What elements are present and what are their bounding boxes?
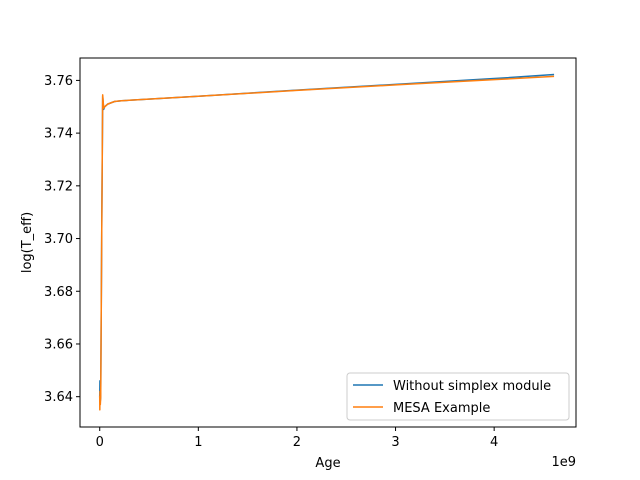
x-axis-label: Age: [315, 456, 340, 471]
legend-box: [346, 372, 570, 421]
x-axis-ticks: 0 1 2 3 4: [96, 427, 498, 450]
x-tick-label: 1: [194, 435, 202, 450]
legend-label-mesa-example: MESA Example: [393, 401, 490, 416]
y-tick-label: 3.64: [44, 390, 73, 405]
x-tick-label: 0: [96, 435, 104, 450]
axes-frame: [79, 57, 577, 428]
y-axis-label: log(T_eff): [20, 212, 35, 273]
y-tick-label: 3.68: [44, 285, 73, 300]
x-tick-label: 2: [293, 435, 301, 450]
legend: Without simplex module MESA Example: [346, 372, 570, 421]
y-tick-label: 3.70: [44, 232, 73, 247]
y-axis-ticks: 3.64 3.66 3.68 3.70 3.72 3.74 3.76: [44, 74, 80, 405]
y-tick-label: 3.76: [44, 74, 73, 89]
legend-label-without-simplex: Without simplex module: [393, 379, 551, 394]
y-tick-label: 3.74: [44, 127, 73, 142]
y-tick-label: 3.72: [44, 179, 73, 194]
plot-lines: [98, 73, 555, 411]
x-tick-label: 3: [391, 435, 399, 450]
x-tick-label: 4: [490, 435, 498, 450]
series-line-1: [98, 75, 555, 411]
y-tick-label: 3.66: [44, 337, 73, 352]
x-axis-offset-label: 1e9: [551, 455, 576, 470]
